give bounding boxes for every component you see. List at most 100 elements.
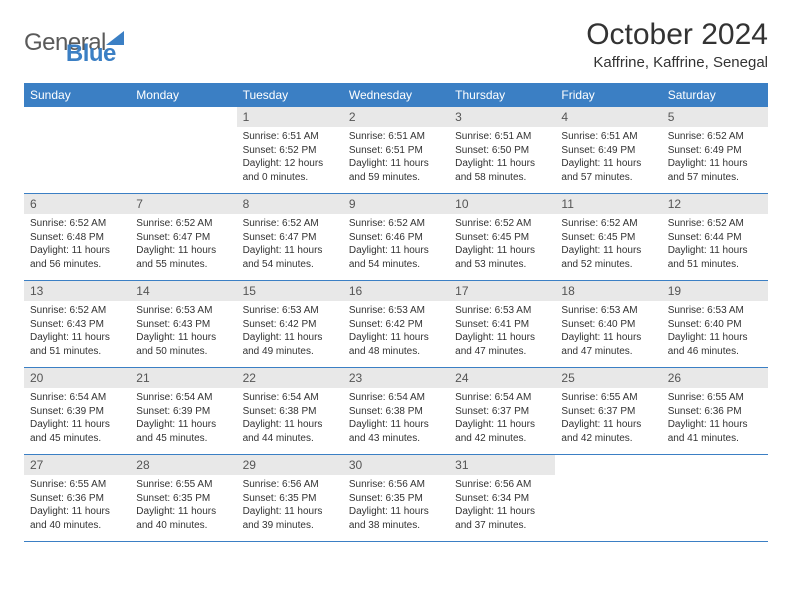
day-cell: 27Sunrise: 6:55 AMSunset: 6:36 PMDayligh… [24, 455, 130, 541]
logo: General Blue [24, 18, 116, 68]
day-body: Sunrise: 6:54 AMSunset: 6:38 PMDaylight:… [237, 388, 343, 451]
sunrise-line: Sunrise: 6:56 AM [349, 478, 443, 492]
weekday-header-row: SundayMondayTuesdayWednesdayThursdayFrid… [24, 83, 768, 107]
day-body: Sunrise: 6:52 AMSunset: 6:47 PMDaylight:… [237, 214, 343, 277]
day-body: Sunrise: 6:56 AMSunset: 6:35 PMDaylight:… [237, 475, 343, 538]
day-cell: 7Sunrise: 6:52 AMSunset: 6:47 PMDaylight… [130, 194, 236, 280]
sunrise-line: Sunrise: 6:52 AM [30, 304, 124, 318]
day-number: 5 [662, 107, 768, 127]
sunset-line: Sunset: 6:40 PM [668, 318, 762, 332]
day-body: Sunrise: 6:54 AMSunset: 6:38 PMDaylight:… [343, 388, 449, 451]
day-body: Sunrise: 6:52 AMSunset: 6:49 PMDaylight:… [662, 127, 768, 190]
day-cell: 22Sunrise: 6:54 AMSunset: 6:38 PMDayligh… [237, 368, 343, 454]
day-body: Sunrise: 6:51 AMSunset: 6:50 PMDaylight:… [449, 127, 555, 190]
week-row: 20Sunrise: 6:54 AMSunset: 6:39 PMDayligh… [24, 368, 768, 455]
day-body: Sunrise: 6:52 AMSunset: 6:45 PMDaylight:… [555, 214, 661, 277]
sunrise-line: Sunrise: 6:53 AM [561, 304, 655, 318]
day-cell: 23Sunrise: 6:54 AMSunset: 6:38 PMDayligh… [343, 368, 449, 454]
day-number: 28 [130, 455, 236, 475]
sunrise-line: Sunrise: 6:52 AM [561, 217, 655, 231]
daylight-line: Daylight: 11 hours and 49 minutes. [243, 331, 337, 358]
day-number: 14 [130, 281, 236, 301]
daylight-line: Daylight: 11 hours and 56 minutes. [30, 244, 124, 271]
sunrise-line: Sunrise: 6:52 AM [455, 217, 549, 231]
day-number: 23 [343, 368, 449, 388]
day-cell: 26Sunrise: 6:55 AMSunset: 6:36 PMDayligh… [662, 368, 768, 454]
day-cell: 8Sunrise: 6:52 AMSunset: 6:47 PMDaylight… [237, 194, 343, 280]
day-body: Sunrise: 6:52 AMSunset: 6:43 PMDaylight:… [24, 301, 130, 364]
sunset-line: Sunset: 6:40 PM [561, 318, 655, 332]
daylight-line: Daylight: 11 hours and 40 minutes. [30, 505, 124, 532]
daylight-line: Daylight: 11 hours and 48 minutes. [349, 331, 443, 358]
day-body: Sunrise: 6:52 AMSunset: 6:46 PMDaylight:… [343, 214, 449, 277]
day-number: 12 [662, 194, 768, 214]
sunset-line: Sunset: 6:49 PM [561, 144, 655, 158]
sunset-line: Sunset: 6:48 PM [30, 231, 124, 245]
day-body: Sunrise: 6:54 AMSunset: 6:39 PMDaylight:… [130, 388, 236, 451]
sunset-line: Sunset: 6:46 PM [349, 231, 443, 245]
day-cell: 30Sunrise: 6:56 AMSunset: 6:35 PMDayligh… [343, 455, 449, 541]
sunset-line: Sunset: 6:47 PM [136, 231, 230, 245]
weekday-sunday: Sunday [24, 83, 130, 107]
sunrise-line: Sunrise: 6:52 AM [136, 217, 230, 231]
sunrise-line: Sunrise: 6:55 AM [668, 391, 762, 405]
day-number: 13 [24, 281, 130, 301]
daylight-line: Daylight: 11 hours and 44 minutes. [243, 418, 337, 445]
day-number: 30 [343, 455, 449, 475]
sunrise-line: Sunrise: 6:52 AM [668, 130, 762, 144]
weekday-monday: Monday [130, 83, 236, 107]
sunset-line: Sunset: 6:45 PM [561, 231, 655, 245]
daylight-line: Daylight: 11 hours and 42 minutes. [455, 418, 549, 445]
sunrise-line: Sunrise: 6:54 AM [349, 391, 443, 405]
daylight-line: Daylight: 11 hours and 42 minutes. [561, 418, 655, 445]
day-body: Sunrise: 6:51 AMSunset: 6:49 PMDaylight:… [555, 127, 661, 190]
daylight-line: Daylight: 11 hours and 45 minutes. [30, 418, 124, 445]
day-cell-empty [555, 455, 661, 541]
day-number: 2 [343, 107, 449, 127]
sunset-line: Sunset: 6:43 PM [30, 318, 124, 332]
day-cell: 29Sunrise: 6:56 AMSunset: 6:35 PMDayligh… [237, 455, 343, 541]
day-number: 26 [662, 368, 768, 388]
sunset-line: Sunset: 6:42 PM [349, 318, 443, 332]
daylight-line: Daylight: 11 hours and 47 minutes. [455, 331, 549, 358]
daylight-line: Daylight: 11 hours and 39 minutes. [243, 505, 337, 532]
day-number: 6 [24, 194, 130, 214]
day-cell: 19Sunrise: 6:53 AMSunset: 6:40 PMDayligh… [662, 281, 768, 367]
day-number: 3 [449, 107, 555, 127]
day-number: 17 [449, 281, 555, 301]
sunrise-line: Sunrise: 6:52 AM [30, 217, 124, 231]
day-cell: 17Sunrise: 6:53 AMSunset: 6:41 PMDayligh… [449, 281, 555, 367]
sunset-line: Sunset: 6:45 PM [455, 231, 549, 245]
daylight-line: Daylight: 11 hours and 52 minutes. [561, 244, 655, 271]
sunset-line: Sunset: 6:50 PM [455, 144, 549, 158]
sunrise-line: Sunrise: 6:56 AM [455, 478, 549, 492]
day-body: Sunrise: 6:56 AMSunset: 6:34 PMDaylight:… [449, 475, 555, 538]
daylight-line: Daylight: 11 hours and 57 minutes. [668, 157, 762, 184]
day-cell: 13Sunrise: 6:52 AMSunset: 6:43 PMDayligh… [24, 281, 130, 367]
sunrise-line: Sunrise: 6:51 AM [243, 130, 337, 144]
sunset-line: Sunset: 6:35 PM [349, 492, 443, 506]
sunset-line: Sunset: 6:51 PM [349, 144, 443, 158]
sunrise-line: Sunrise: 6:55 AM [30, 478, 124, 492]
weekday-tuesday: Tuesday [237, 83, 343, 107]
day-body: Sunrise: 6:53 AMSunset: 6:43 PMDaylight:… [130, 301, 236, 364]
location: Kaffrine, Kaffrine, Senegal [586, 54, 768, 71]
sunset-line: Sunset: 6:34 PM [455, 492, 549, 506]
weekday-friday: Friday [555, 83, 661, 107]
sunrise-line: Sunrise: 6:54 AM [136, 391, 230, 405]
sunrise-line: Sunrise: 6:55 AM [136, 478, 230, 492]
weekday-thursday: Thursday [449, 83, 555, 107]
day-number: 24 [449, 368, 555, 388]
sunset-line: Sunset: 6:35 PM [243, 492, 337, 506]
daylight-line: Daylight: 11 hours and 51 minutes. [30, 331, 124, 358]
day-cell: 1Sunrise: 6:51 AMSunset: 6:52 PMDaylight… [237, 107, 343, 193]
day-body: Sunrise: 6:51 AMSunset: 6:52 PMDaylight:… [237, 127, 343, 190]
sunrise-line: Sunrise: 6:55 AM [561, 391, 655, 405]
sunrise-line: Sunrise: 6:54 AM [30, 391, 124, 405]
daylight-line: Daylight: 11 hours and 41 minutes. [668, 418, 762, 445]
sunrise-line: Sunrise: 6:54 AM [243, 391, 337, 405]
day-number: 11 [555, 194, 661, 214]
daylight-line: Daylight: 11 hours and 51 minutes. [668, 244, 762, 271]
sunrise-line: Sunrise: 6:56 AM [243, 478, 337, 492]
day-number: 19 [662, 281, 768, 301]
